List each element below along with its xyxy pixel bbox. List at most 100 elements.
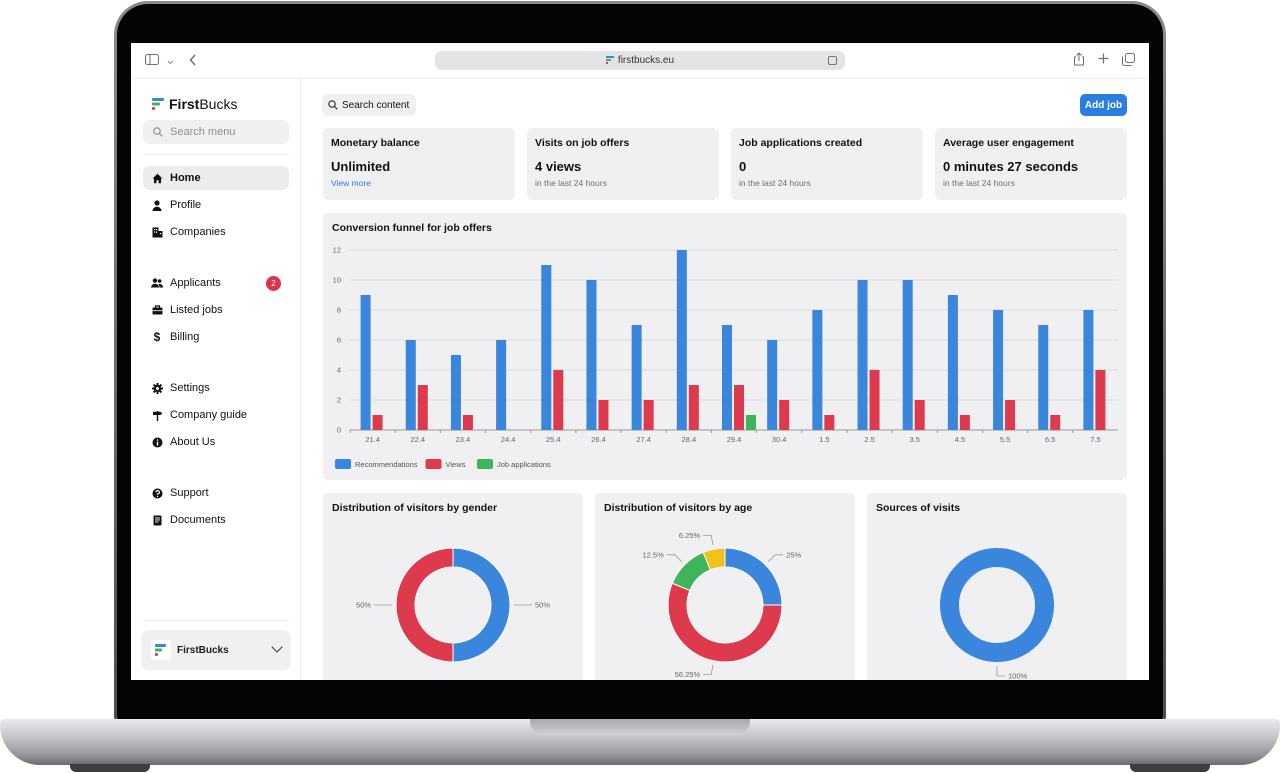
- sidebar-item-label: Applicants: [170, 277, 221, 289]
- bar-recommendations: [857, 280, 868, 430]
- bar-views: [598, 400, 609, 430]
- bar-views: [553, 370, 564, 430]
- bar-recommendations: [1038, 325, 1049, 430]
- sources-donut-chart: 100%: [940, 548, 1054, 680]
- bar-views: [1050, 415, 1061, 430]
- sidebar-item-label: Profile: [170, 199, 202, 211]
- stat-card-applications: Job applications created 0 in the last 2…: [731, 128, 923, 200]
- search-content-button[interactable]: Search content: [322, 94, 416, 116]
- sidebar-item-label: Settings: [170, 382, 210, 394]
- sidebar-item-support[interactable]: Support: [143, 481, 289, 505]
- sidebar-item-profile[interactable]: Profile: [143, 193, 289, 217]
- url-text: firstbucks.eu: [617, 55, 675, 66]
- slice-label-leader: [767, 554, 784, 563]
- sidebar-item-about-us[interactable]: About Us: [143, 430, 289, 454]
- y-tick-label: 4: [337, 366, 341, 375]
- x-tick-label: 28.4: [682, 435, 697, 444]
- legend-swatch: [477, 459, 493, 469]
- users-icon: [151, 277, 163, 289]
- sidebar-item-label: Listed jobs: [170, 304, 223, 316]
- sidebar-item-applicants[interactable]: Applicants 2: [143, 271, 289, 295]
- stat-value: 4 views: [535, 159, 582, 174]
- chevron-down-icon[interactable]: [167, 55, 174, 69]
- search-menu-placeholder: Search menu: [170, 126, 236, 138]
- document-icon: [151, 514, 163, 526]
- search-icon: [328, 100, 338, 110]
- info-icon: [151, 436, 163, 448]
- bar-views: [824, 415, 835, 430]
- donut-slice: [452, 547, 511, 663]
- view-more-link[interactable]: View more: [331, 178, 371, 188]
- x-tick-label: 7.5: [1090, 435, 1100, 444]
- share-icon[interactable]: [1073, 52, 1085, 69]
- x-tick-label: 25.4: [546, 435, 561, 444]
- bar-views: [1095, 370, 1106, 430]
- organization-switcher[interactable]: FirstBucks: [141, 630, 291, 670]
- stat-card-balance: Monetary balance Unlimited View more: [323, 128, 515, 200]
- donut-slice: [702, 547, 726, 571]
- slice-label: 50%: [535, 601, 550, 610]
- user-icon: [151, 199, 163, 211]
- x-tick-label: 3.5: [909, 435, 919, 444]
- bar-recommendations: [586, 280, 597, 430]
- chevron-down-icon: [271, 641, 283, 653]
- gender-donut-chart: 50% 50%: [356, 547, 550, 663]
- stat-title: Visits on job offers: [535, 137, 630, 149]
- sidebar-divider: [143, 154, 289, 155]
- x-tick-label: 22.4: [410, 435, 425, 444]
- x-tick-label: 26.4: [591, 435, 606, 444]
- x-tick-label: 23.4: [456, 435, 471, 444]
- conversion-funnel-title: Conversion funnel for job offers: [332, 222, 492, 234]
- sidebar-item-home[interactable]: Home: [143, 166, 289, 190]
- gender-distribution-panel: 50% 50% Distribution of visitors by gende…: [323, 493, 583, 680]
- sidebar-item-label: Companies: [170, 226, 226, 238]
- stat-subtitle: in the last 24 hours: [739, 178, 811, 188]
- stat-title: Monetary balance: [331, 137, 420, 149]
- favicon-icon: [605, 56, 614, 64]
- sidebar-item-label: Home: [170, 172, 201, 184]
- stat-card-engagement: Average user engagement 0 minutes 27 sec…: [935, 128, 1127, 200]
- main-content: Search content Add job Monetary balance …: [301, 79, 1149, 680]
- address-bar[interactable]: firstbucks.eu: [435, 51, 845, 70]
- brand[interactable]: FirstBucks: [152, 96, 237, 112]
- sidebar-item-listed-jobs[interactable]: Listed jobs: [143, 298, 289, 322]
- bar-views: [779, 400, 790, 430]
- bar-recommendations: [496, 340, 507, 430]
- new-tab-icon[interactable]: [1098, 53, 1109, 67]
- bar-recommendations: [1083, 310, 1094, 430]
- bar-recommendations: [947, 295, 958, 430]
- back-icon[interactable]: [189, 54, 197, 69]
- add-job-button[interactable]: Add job: [1080, 94, 1127, 116]
- org-name: FirstBucks: [177, 644, 229, 656]
- stat-value: 0: [739, 159, 747, 174]
- slice-label-leader: [666, 554, 683, 563]
- age-chart-title: Distribution of visitors by age: [604, 502, 753, 514]
- sidebar-item-company-guide[interactable]: Company guide: [143, 403, 289, 427]
- sidebar-toggle-icon[interactable]: [145, 54, 159, 68]
- sidebar-item-settings[interactable]: Settings: [143, 376, 289, 400]
- bar-recommendations: [450, 355, 461, 430]
- x-tick-label: 5.5: [1000, 435, 1010, 444]
- sidebar-item-documents[interactable]: Documents: [143, 508, 289, 532]
- slice-label: 50%: [356, 601, 371, 610]
- gear-icon: [151, 382, 163, 394]
- x-tick-label: 24.4: [501, 435, 516, 444]
- home-icon: [151, 172, 163, 184]
- bar-recommendations: [676, 250, 687, 430]
- brand-logo-icon: [152, 98, 164, 110]
- bar-views: [914, 400, 925, 430]
- stat-value: Unlimited: [331, 159, 391, 174]
- bar-job-applications: [746, 415, 756, 430]
- bar-recommendations: [541, 265, 552, 430]
- y-tick-label: 12: [333, 246, 341, 255]
- sidebar-item-companies[interactable]: Companies: [143, 220, 289, 244]
- sources-chart-title: Sources of visits: [876, 502, 961, 514]
- search-menu-input[interactable]: Search menu: [143, 120, 289, 144]
- tabs-overview-icon[interactable]: [1122, 53, 1135, 69]
- bar-recommendations: [360, 295, 371, 430]
- bar-views: [643, 400, 654, 430]
- legend-label: Recommendations: [355, 460, 418, 469]
- reader-icon[interactable]: [828, 56, 837, 65]
- sidebar-item-billing[interactable]: $ Billing: [143, 325, 289, 349]
- search-content-label: Search content: [342, 99, 410, 111]
